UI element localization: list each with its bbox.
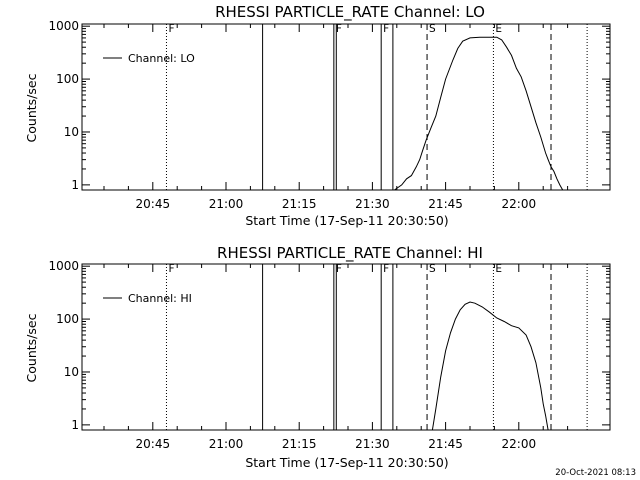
panel-lo-event-flag-F: F xyxy=(336,23,342,35)
panel-hi-event-flag-S: S xyxy=(429,263,436,275)
panel-hi-x-tick-label: 22:00 xyxy=(502,437,537,451)
panel-hi-x-tick-label: 21:30 xyxy=(355,437,390,451)
panel-hi-x-tick-label: 21:15 xyxy=(282,437,317,451)
panel-lo-event-flag-F: F xyxy=(168,23,174,35)
panel-hi-series-line xyxy=(431,301,549,431)
panel-lo-x-tick-label: 22:00 xyxy=(502,197,537,211)
panel-hi-x-tick-label: 21:00 xyxy=(209,437,244,451)
plot-timestamp: 20-Oct-2021 08:13 xyxy=(555,468,636,478)
panel-hi-x-tick-label: 21:45 xyxy=(428,437,463,451)
panel-lo-series-line xyxy=(394,36,564,191)
panel-hi-title: RHESSI PARTICLE_RATE Channel: HI xyxy=(217,244,483,263)
panel-hi-x-axis-label: Start Time (17-Sep-11 20:30:50) xyxy=(245,455,448,470)
panel-hi-y-tick-label: 10 xyxy=(64,365,79,379)
chart-marks: 1 10 100 1000 20:45 21:00 21:15 21:30 21:45 22:00… xyxy=(48,19,611,451)
panel-lo-y-tick-label: 10 xyxy=(64,125,79,139)
panel-lo-x-tick-label: 20:45 xyxy=(136,197,171,211)
panel-lo-y-tick-label: 1000 xyxy=(48,19,79,33)
panel-lo-legend-label: Channel: LO xyxy=(128,52,195,65)
panel-hi-event-flag-F: F xyxy=(383,263,389,275)
panel-hi-x-tick-label: 20:45 xyxy=(136,437,171,451)
panel-lo-y-tick-label: 100 xyxy=(56,72,79,86)
panel-hi-event-flag-F: F xyxy=(336,263,342,275)
panel-lo-x-tick-label: 21:15 xyxy=(282,197,317,211)
panel-hi-y-tick-label: 100 xyxy=(56,312,79,326)
panel-lo-y-axis-label: Counts/sec xyxy=(24,73,39,142)
panel-lo-event-flag-E: E xyxy=(495,23,502,35)
panel-hi-y-tick-label: 1000 xyxy=(48,259,79,273)
panel-lo-x-tick-label: 21:00 xyxy=(209,197,244,211)
panel-hi-legend-label: Channel: HI xyxy=(128,292,192,305)
panel-lo-x-tick-label: 21:45 xyxy=(428,197,463,211)
panel-hi-y-axis-label: Counts/sec xyxy=(24,313,39,382)
panel-hi-y-tick-label: 1 xyxy=(71,418,79,432)
panel-lo-x-axis-label: Start Time (17-Sep-11 20:30:50) xyxy=(245,213,448,228)
panel-lo-event-flag-F: F xyxy=(383,23,389,35)
panel-lo-title: RHESSI PARTICLE_RATE Channel: LO xyxy=(215,3,485,22)
panel-hi-event-flag-E: E xyxy=(495,263,502,275)
panel-hi-event-flag-F: F xyxy=(168,263,174,275)
panel-lo-x-tick-label: 21:30 xyxy=(355,197,390,211)
panel-lo-event-flag-S: S xyxy=(429,23,436,35)
panel-lo-y-tick-label: 1 xyxy=(71,178,79,192)
